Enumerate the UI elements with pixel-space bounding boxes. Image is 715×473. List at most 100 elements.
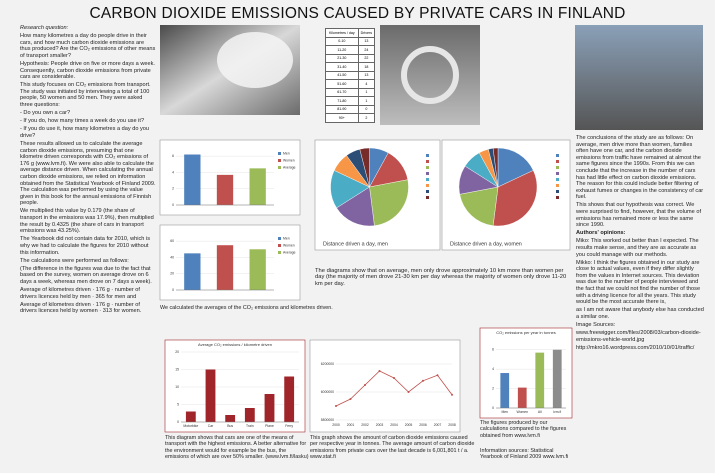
legend-label: Women: [283, 158, 295, 162]
right-column: The conclusions of the study are as foll…: [576, 135, 704, 353]
y-tick-label: 20: [175, 350, 179, 354]
cell: 13: [357, 36, 376, 46]
cell: 51-60: [325, 79, 359, 89]
cell: 4: [357, 79, 376, 89]
legend-label: Average: [283, 250, 296, 254]
header-cell: Drivers: [357, 28, 376, 38]
cell: 71-80: [325, 96, 359, 106]
caption: This diagram shows that cars are one of …: [165, 435, 309, 461]
legend-swatch: [426, 154, 429, 157]
table-row: 21-30 22: [325, 53, 376, 63]
x-tick-label: Train: [246, 424, 254, 428]
cell: 31-40: [325, 62, 359, 72]
table-row: 61-70 1: [325, 87, 376, 97]
paragraph: Hypothesis: People drive on five or more…: [20, 60, 155, 81]
x-tick-label: 2001: [347, 423, 355, 427]
x-tick-label: Car: [208, 424, 214, 428]
y-tick-label: 0: [177, 420, 179, 424]
x-tick-label: Women: [516, 410, 528, 414]
cell: 1: [357, 87, 376, 97]
y-tick-label: 40: [170, 255, 174, 259]
left-column: Research question: How many kilometres a …: [20, 25, 156, 316]
y-tick-label: 6: [172, 154, 174, 158]
legend-label: Men: [283, 151, 290, 155]
figure-title: CO₂ emissions per year in tonnes: [496, 330, 556, 335]
y-tick-label: 0: [492, 406, 494, 410]
paragraph: http://mkro16.wordpress.com/2010/10/01/t…: [576, 344, 695, 351]
cell: 61-70: [325, 87, 359, 97]
paragraph: Research question:: [20, 25, 69, 31]
pie-slice: [359, 147, 370, 188]
pie-slice: [459, 186, 499, 226]
legend-swatch: [556, 154, 559, 157]
legend-swatch: [556, 190, 559, 193]
x-tick-label: Motorbike: [183, 424, 198, 428]
paragraph: These results allowed us to calculate th…: [20, 141, 156, 207]
legend-swatch: [556, 172, 559, 175]
y-tick-label: 6200000: [321, 362, 334, 366]
caption: The figures produced by our calculations…: [480, 420, 567, 439]
y-tick-label: 15: [175, 367, 179, 371]
legend-label: Men: [283, 236, 290, 240]
table-row: 11-20 24: [325, 45, 376, 55]
bar: [535, 352, 545, 408]
line-point: [407, 391, 410, 393]
legend-swatch: [556, 196, 559, 199]
photo-motorway: [575, 25, 703, 130]
legend-swatch: [278, 166, 281, 169]
paragraph: Average of kilometres driven · 176 g · n…: [20, 286, 140, 300]
legend-swatch: [426, 160, 429, 163]
paragraph: - If you do use it, how many kilometres …: [20, 126, 150, 139]
y-tick-label: 4: [172, 170, 174, 174]
x-tick-label: 2002: [361, 423, 369, 427]
x-tick-label: Men: [501, 410, 508, 414]
line-point: [436, 374, 439, 377]
line-point: [364, 384, 366, 386]
bar: [517, 387, 527, 408]
paragraph: - Do you own a car?: [20, 110, 71, 117]
y-tick-label: 2: [172, 187, 174, 191]
photo-smoke: [217, 32, 293, 88]
paragraph: The conclusions of the study are as foll…: [576, 135, 704, 201]
table-row: 31-40 18: [325, 62, 376, 72]
pie-slice: [497, 147, 534, 188]
distance-table: Kilometres / day Drivers 0-10 13 11-20 24 21-3…: [325, 28, 376, 123]
paragraph: (The difference in the figures was due t…: [20, 265, 152, 285]
x-tick-label: Ferry: [285, 424, 293, 428]
y-tick-label: 4: [492, 367, 494, 371]
bar: [264, 394, 275, 422]
line-point: [378, 370, 381, 372]
cell: 0-10: [325, 36, 359, 46]
bar: [244, 408, 255, 422]
y-tick-label: 60: [170, 239, 174, 243]
line-point: [335, 405, 337, 407]
figure-title: Average CO₂ emissions / kilometre driven: [198, 342, 272, 347]
caption: The diagrams show that on average, men o…: [315, 268, 567, 287]
legend-swatch: [426, 184, 429, 187]
bar: [185, 411, 196, 422]
pie-slice: [369, 179, 409, 226]
pie-slice: [492, 170, 538, 227]
table-row: 41-50 13: [325, 70, 376, 80]
cell: 1: [357, 96, 376, 106]
y-tick-label: 2: [492, 386, 494, 390]
paragraph: www.freewigger.com/files/2008/03/carbon-…: [576, 330, 701, 343]
paragraph: - If you do, how many times a week do yo…: [20, 118, 145, 125]
pie-caption: Distance driven a day, men: [323, 241, 388, 247]
table-row: 81-90 0: [325, 104, 376, 114]
cell: 81-90: [325, 104, 359, 114]
x-tick-label: 2006: [419, 423, 427, 427]
legend-swatch: [426, 178, 429, 181]
legend-swatch: [426, 196, 429, 199]
bar: [216, 245, 234, 290]
paragraph: This study focuses on CO₂ emissions from…: [20, 82, 151, 109]
x-tick-label: Bus: [227, 424, 233, 428]
pie-slice: [492, 147, 499, 188]
bar: [500, 373, 510, 408]
bar: [225, 415, 236, 422]
cell: 18: [357, 62, 376, 72]
y-tick-label: 5: [177, 402, 179, 406]
paragraph: Miko: This worked out better than I expe…: [576, 238, 699, 258]
paragraph: Image Sources:: [576, 322, 616, 329]
